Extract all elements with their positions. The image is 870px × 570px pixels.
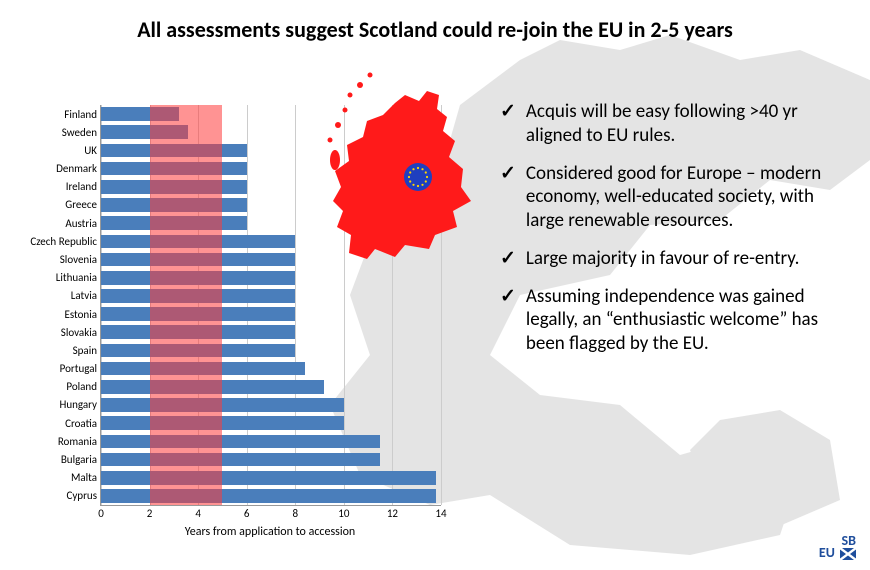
chart-x-tick: 6: [244, 505, 250, 520]
list-item: ✓Considered good for Europe – modern eco…: [500, 162, 845, 233]
bar-label: Croatia: [65, 417, 101, 430]
bar-label: Hungary: [59, 398, 101, 411]
check-icon: ✓: [500, 285, 516, 356]
bar: [101, 107, 179, 121]
bar-label: Malta: [71, 471, 101, 484]
bar: [101, 162, 247, 176]
list-item-text: Acquis will be easy following >40 yr ali…: [526, 100, 845, 148]
bar: [101, 380, 324, 394]
chart-x-tick: 14: [435, 505, 446, 520]
saltire-icon: [840, 548, 856, 560]
table-row: Malta: [101, 471, 441, 485]
check-icon: ✓: [500, 162, 516, 233]
bar-label: Slovenia: [60, 253, 101, 266]
bar-label: Poland: [66, 380, 101, 393]
chart-x-tick: 4: [195, 505, 201, 520]
bar: [101, 253, 295, 267]
bar-label: Romania: [58, 435, 101, 448]
list-item-text: Assuming independence was gained legally…: [526, 285, 845, 356]
bar-label: Latvia: [71, 289, 101, 302]
key-points-list: ✓Acquis will be easy following >40 yr al…: [500, 100, 845, 370]
bar-label: Sweden: [62, 126, 101, 139]
chart-x-tick: 8: [292, 505, 298, 520]
chart-x-tick: 2: [147, 505, 153, 520]
bar-label: Czech Republic: [30, 235, 101, 248]
bar-label: Denmark: [56, 162, 101, 175]
list-item: ✓Assuming independence was gained legall…: [500, 285, 845, 356]
chart-x-tick: 0: [98, 505, 104, 520]
sb-eu-logo: SB EU: [819, 535, 856, 560]
bar: [101, 307, 295, 321]
bar: [101, 398, 344, 412]
check-icon: ✓: [500, 100, 516, 148]
list-item-text: Large majority in favour of re-entry.: [526, 247, 800, 271]
bar: [101, 144, 247, 158]
bar: [101, 198, 247, 212]
table-row: Estonia: [101, 307, 441, 321]
bar: [101, 180, 247, 194]
scotland-map-icon: [300, 65, 480, 265]
bar-label: Cyprus: [66, 489, 101, 502]
logo-text-sb: SB: [842, 532, 856, 549]
list-item: ✓ Large majority in favour of re-entry.: [500, 247, 845, 271]
bar-label: Finland: [64, 108, 101, 121]
table-row: Croatia: [101, 416, 441, 430]
bar: [101, 453, 380, 467]
table-row: Lithuania: [101, 271, 441, 285]
chart-x-tick: 12: [387, 505, 398, 520]
logo-text-eu: EU: [819, 544, 835, 561]
list-item-text: Considered good for Europe – modern econ…: [526, 162, 845, 233]
bar: [101, 362, 305, 376]
bar-label: Bulgaria: [61, 453, 101, 466]
bar-label: Austria: [65, 217, 101, 230]
table-row: Romania: [101, 435, 441, 449]
table-row: Bulgaria: [101, 453, 441, 467]
bar-label: Greece: [65, 198, 101, 211]
bar: [101, 325, 295, 339]
check-icon: ✓: [500, 247, 516, 271]
bar: [101, 416, 344, 430]
table-row: Slovakia: [101, 325, 441, 339]
chart-x-tick: 10: [338, 505, 349, 520]
bar-label: Slovakia: [61, 326, 101, 339]
table-row: Portugal: [101, 362, 441, 376]
bar: [101, 216, 247, 230]
bar: [101, 271, 295, 285]
bar: [101, 289, 295, 303]
bar-label: Estonia: [64, 308, 101, 321]
table-row: Hungary: [101, 398, 441, 412]
bar-label: Portugal: [60, 362, 101, 375]
bar: [101, 235, 295, 249]
list-item: ✓Acquis will be easy following >40 yr al…: [500, 100, 845, 148]
bar-label: Ireland: [66, 180, 101, 193]
bar-label: Lithuania: [56, 271, 101, 284]
table-row: Poland: [101, 380, 441, 394]
chart-x-axis-label: Years from application to accession: [100, 525, 440, 539]
bar: [101, 489, 436, 503]
table-row: Spain: [101, 344, 441, 358]
bar-label: UK: [84, 144, 101, 157]
page-title: All assessments suggest Scotland could r…: [0, 16, 870, 43]
table-row: Cyprus: [101, 489, 441, 503]
bar: [101, 435, 380, 449]
bar: [101, 471, 436, 485]
bar-label: Spain: [73, 344, 101, 357]
bar: [101, 125, 188, 139]
table-row: Latvia: [101, 289, 441, 303]
bar: [101, 344, 295, 358]
